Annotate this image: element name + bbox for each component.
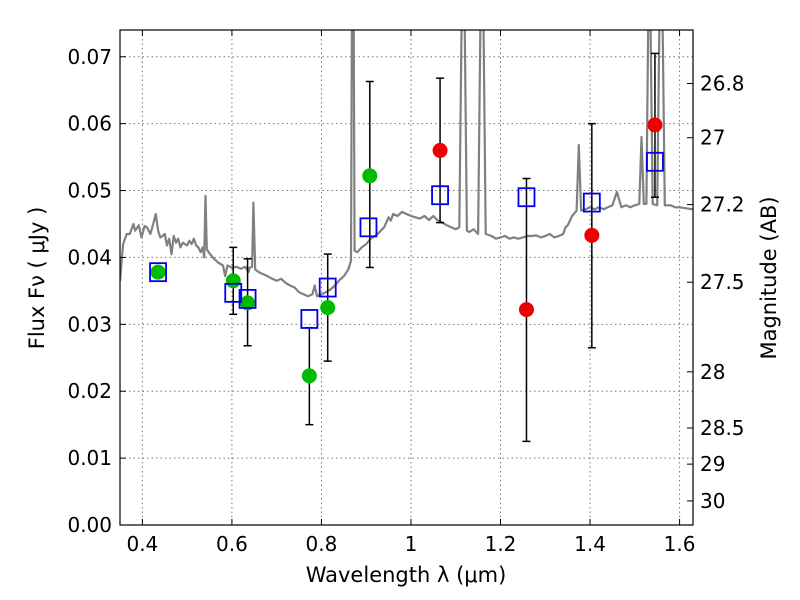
mag-tick-label: 28 [700, 360, 725, 384]
y-tick-label: 0.03 [67, 312, 112, 336]
photometry-point [150, 264, 166, 280]
mag-tick-label: 27.2 [700, 193, 745, 217]
photometry-point [647, 117, 663, 133]
mag-tick-label: 27 [700, 126, 725, 150]
model-flux-square [582, 192, 601, 213]
plot-area [120, 30, 693, 443]
photometry-point [362, 168, 378, 184]
model-flux-square [238, 289, 257, 309]
axis-ticks: 0.4 0.6 0.8 1 1.2 1.4 1.6 0.00 0.01 0.02 0.03 0.04 0… [67, 30, 745, 556]
grid-lines [120, 30, 693, 526]
model-flux-square [149, 262, 167, 283]
model-flux-square [300, 309, 319, 329]
model-flux-square [646, 151, 664, 172]
x-tick-label: 1.6 [664, 532, 696, 556]
model-flux-square [517, 187, 536, 208]
photometry-point [225, 273, 241, 289]
y-tick-label: 0.04 [67, 245, 112, 269]
x-tick-label: 0.6 [216, 532, 248, 556]
y-tick-label: 0.07 [67, 45, 112, 69]
photometry-point [240, 295, 256, 311]
mag-tick-label: 26.8 [700, 72, 745, 96]
y-tick-label: 0.05 [67, 179, 112, 203]
y-tick-label: 0.06 [67, 112, 112, 136]
model-flux-square [359, 217, 378, 238]
mag-tick-label: 28.5 [700, 416, 745, 440]
x-tick-label: 1.2 [485, 532, 517, 556]
y-axis-label: Flux Fν ( μJy ) [25, 207, 49, 350]
model-flux-square [431, 185, 449, 206]
photometry-point [432, 142, 448, 158]
model-flux-square [224, 282, 243, 303]
x-tick-label: 0.8 [306, 532, 338, 556]
photometry-point [518, 302, 534, 318]
mag-tick-label: 29 [700, 452, 725, 476]
model-flux-square [318, 277, 337, 298]
y-tick-label: 0.00 [67, 513, 112, 537]
plot-frame [119, 29, 694, 526]
mag-tick-label: 30 [700, 489, 725, 513]
x-axis-label: Wavelength λ (μm) [306, 563, 507, 587]
sed-model-curve [120, 30, 693, 298]
x-tick-label: 1.4 [574, 532, 606, 556]
photometry-point [584, 227, 600, 243]
y2-axis-label: Magnitude (AB) [757, 196, 781, 359]
y-tick-label: 0.02 [67, 379, 112, 403]
x-tick-label: 1 [405, 532, 418, 556]
y-tick-label: 0.01 [67, 446, 112, 470]
photometry-point [301, 368, 317, 384]
photometry-point [320, 300, 336, 316]
mag-tick-label: 27.5 [700, 270, 745, 294]
x-tick-label: 0.4 [126, 532, 158, 556]
